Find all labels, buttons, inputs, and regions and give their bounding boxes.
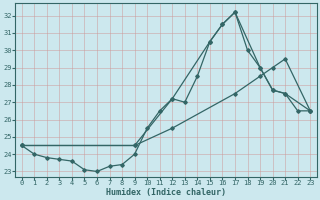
X-axis label: Humidex (Indice chaleur): Humidex (Indice chaleur) xyxy=(106,188,226,197)
